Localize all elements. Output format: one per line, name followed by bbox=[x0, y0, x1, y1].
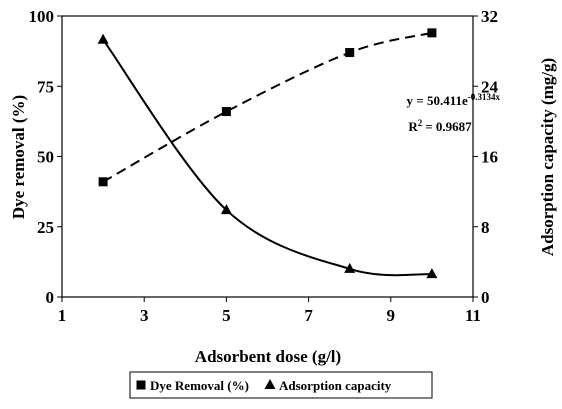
x-tick-label: 1 bbox=[58, 306, 67, 325]
equation-exponent: -0.3134x bbox=[468, 92, 501, 102]
legend-box bbox=[129, 371, 433, 399]
y-tick-label: 25 bbox=[37, 218, 54, 237]
y2-tick-label: 24 bbox=[481, 77, 499, 96]
x-tick-label: 5 bbox=[222, 306, 231, 325]
y-tick-label: 0 bbox=[46, 288, 55, 307]
equation: y = 50.411e-0.3134x bbox=[407, 92, 501, 108]
data-point bbox=[220, 204, 232, 215]
data-point bbox=[97, 33, 109, 44]
legend-marker bbox=[264, 379, 276, 389]
data-point bbox=[98, 177, 108, 187]
r-squared: R2 = 0.9687 bbox=[408, 118, 472, 134]
data-point bbox=[427, 28, 437, 38]
y2-tick-label: 16 bbox=[481, 148, 498, 167]
y2-tick-label: 0 bbox=[481, 288, 490, 307]
r2-value: = 0.9687 bbox=[425, 119, 472, 134]
legend-label: Dye Removal (%) bbox=[150, 378, 249, 393]
x-axis-label: Adsorbent dose (g/l) bbox=[195, 347, 341, 366]
trend-line bbox=[102, 31, 433, 183]
r2-label: R bbox=[408, 119, 418, 134]
trend-line bbox=[102, 39, 432, 277]
y-tick-label: 100 bbox=[29, 7, 55, 26]
plot-frame bbox=[61, 15, 474, 298]
data-point bbox=[426, 268, 438, 279]
y2-axis-label: Adsorption capacity (mg/g) bbox=[538, 58, 557, 256]
y2-tick-label: 8 bbox=[481, 218, 490, 237]
y-tick-label: 50 bbox=[37, 148, 54, 167]
equation-base: y = 50.411e bbox=[407, 93, 468, 108]
data-point bbox=[345, 48, 355, 58]
y-tick-label: 75 bbox=[37, 77, 54, 96]
x-tick-label: 3 bbox=[140, 306, 149, 325]
x-tick-label: 9 bbox=[387, 306, 396, 325]
legend-marker bbox=[136, 380, 146, 390]
legend-label: Adsorption capacity bbox=[279, 378, 392, 393]
y2-tick-label: 32 bbox=[481, 7, 498, 26]
data-point bbox=[221, 107, 231, 117]
r2-sup: 2 bbox=[418, 118, 423, 128]
data-point bbox=[344, 262, 356, 273]
x-tick-label: 7 bbox=[304, 306, 313, 325]
x-tick-label: 11 bbox=[465, 306, 481, 325]
y-axis-label: Dye removal (%) bbox=[9, 95, 28, 219]
